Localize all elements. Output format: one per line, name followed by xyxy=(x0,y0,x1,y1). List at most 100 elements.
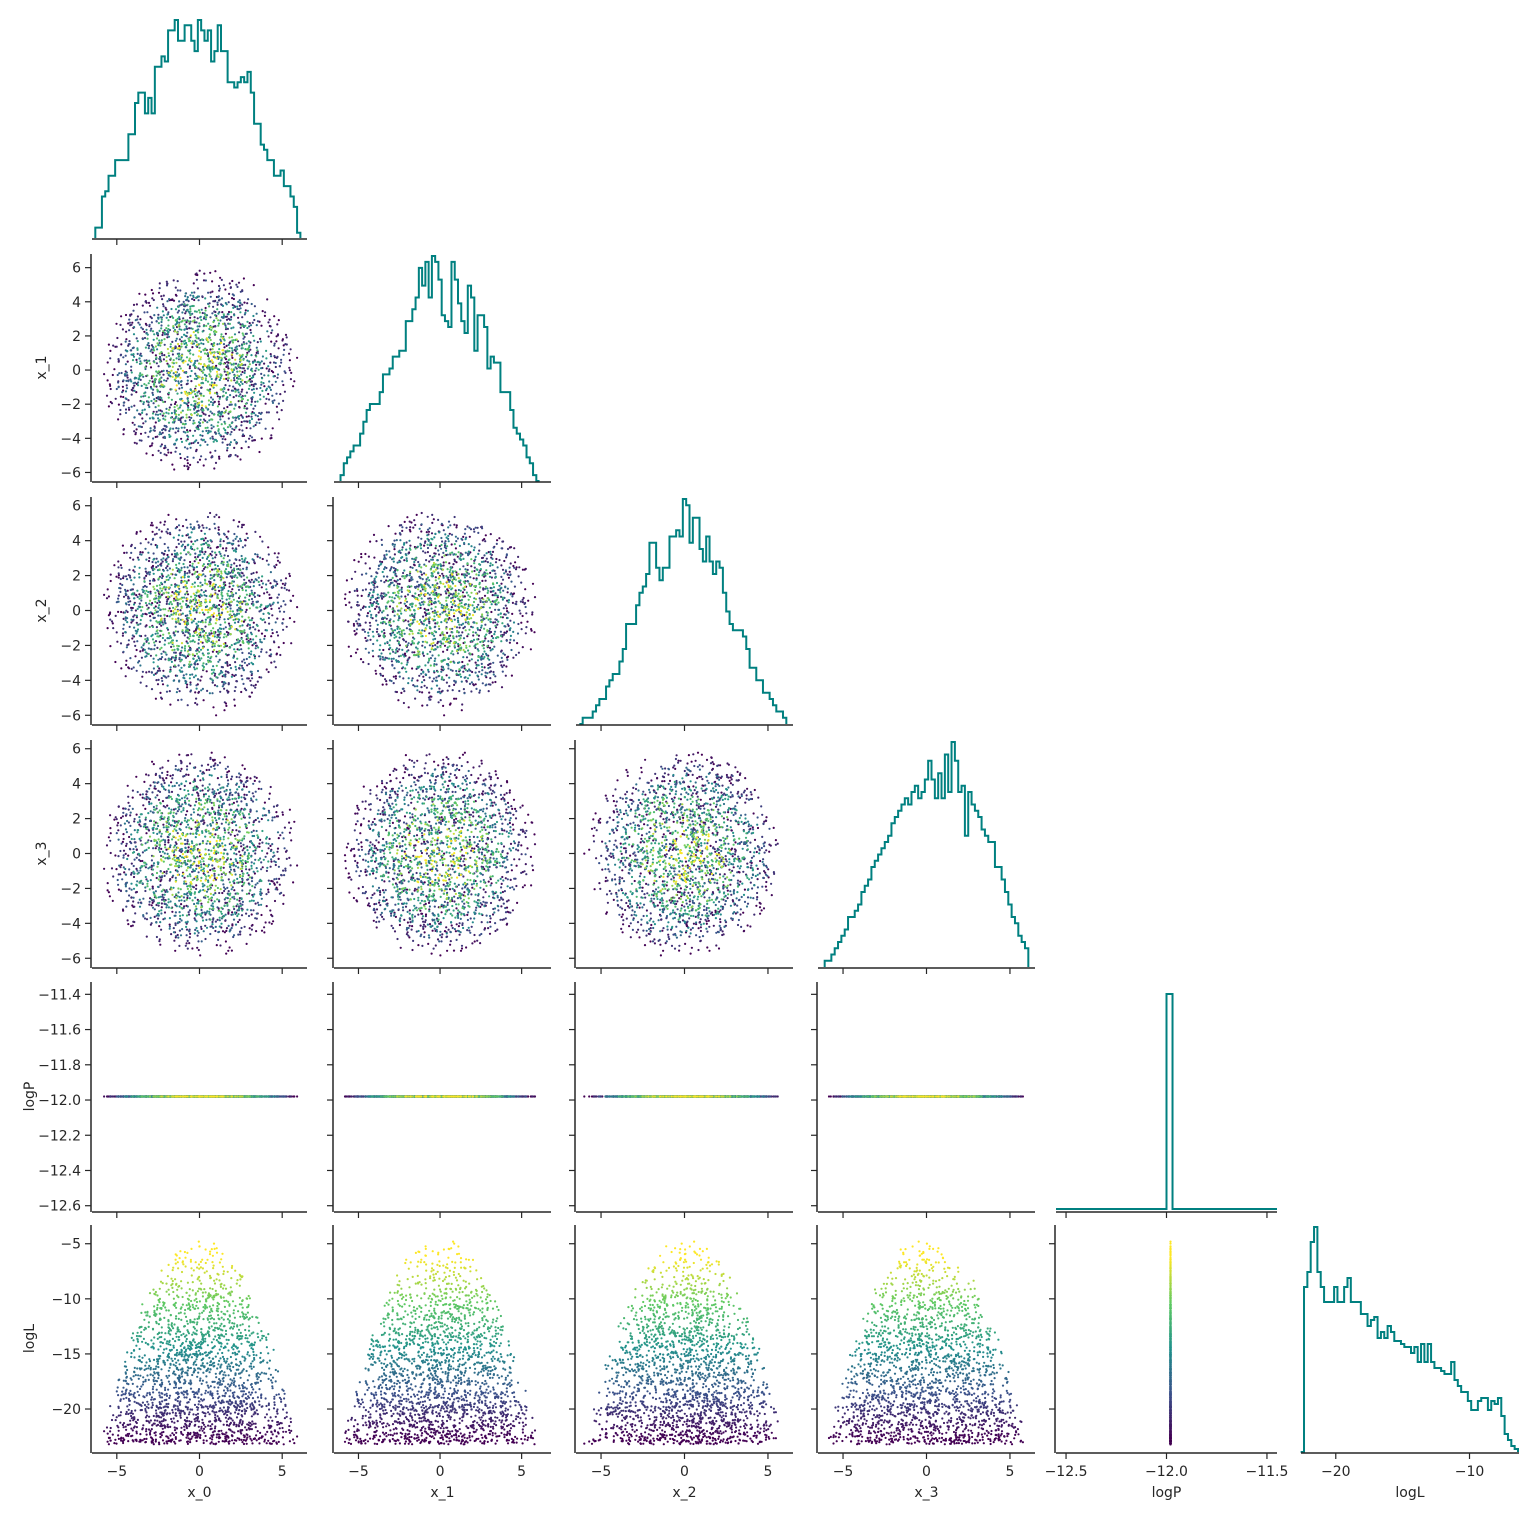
scatter-point xyxy=(192,634,195,638)
scatter-x_2-vs-x_0 xyxy=(103,511,299,717)
scatter-point xyxy=(183,328,186,331)
scatter-point xyxy=(199,418,202,421)
scatter-point xyxy=(167,319,170,322)
scatter-point xyxy=(229,410,232,413)
scatter-point xyxy=(255,644,258,647)
scatter-point xyxy=(260,367,263,370)
scatter-point xyxy=(172,613,175,616)
scatter-point xyxy=(159,445,162,448)
scatter-point xyxy=(515,603,518,606)
scatter-point xyxy=(276,373,280,376)
scatter-point xyxy=(140,395,143,398)
scatter-point xyxy=(240,648,243,651)
scatter-point xyxy=(220,555,223,558)
scatter-point xyxy=(237,417,241,420)
scatter-point xyxy=(446,648,449,652)
scatter-point xyxy=(161,431,164,434)
scatter-point xyxy=(177,353,180,356)
scatter-point xyxy=(111,622,114,625)
scatter-point xyxy=(206,408,209,411)
scatter-point xyxy=(231,297,234,300)
scatter-point xyxy=(135,442,138,445)
scatter-point xyxy=(437,701,440,704)
scatter-point xyxy=(207,652,210,655)
scatter-point xyxy=(182,580,185,583)
scatter-point xyxy=(119,590,122,594)
scatter-point xyxy=(219,545,222,548)
scatter-point xyxy=(118,372,121,375)
scatter-point xyxy=(265,651,268,654)
scatter-point xyxy=(161,354,164,357)
scatter-point xyxy=(182,674,185,677)
scatter-point xyxy=(231,615,234,619)
scatter-point xyxy=(276,556,279,559)
scatter-point xyxy=(362,628,365,631)
scatter-point xyxy=(163,400,167,403)
scatter-point xyxy=(195,310,198,313)
scatter-point xyxy=(489,533,492,536)
scatter-point xyxy=(260,324,263,327)
scatter-point xyxy=(491,681,494,684)
scatter-point xyxy=(276,601,280,604)
scatter-point xyxy=(247,647,250,650)
scatter-point xyxy=(170,572,173,576)
scatter-point xyxy=(245,532,248,535)
scatter-point xyxy=(150,288,153,292)
scatter-point xyxy=(171,340,174,343)
scatter-point xyxy=(212,706,215,709)
scatter-point xyxy=(250,572,253,576)
scatter-point xyxy=(232,396,235,399)
scatter-point xyxy=(505,665,508,668)
scatter-point xyxy=(231,303,234,307)
scatter-point xyxy=(206,543,209,547)
scatter-point xyxy=(230,582,233,585)
scatter-point xyxy=(137,321,140,324)
scatter-point xyxy=(225,373,228,376)
scatter-point xyxy=(487,640,490,643)
scatter-point xyxy=(194,570,197,574)
scatter-point xyxy=(481,682,484,685)
scatter-point xyxy=(161,636,164,640)
scatter-point xyxy=(174,371,177,374)
scatter-point xyxy=(224,429,227,432)
scatter-point xyxy=(230,625,233,628)
scatter-point xyxy=(219,632,222,635)
scatter-point xyxy=(170,594,173,597)
scatter-point xyxy=(200,589,203,592)
scatter-point xyxy=(138,605,142,608)
scatter-point xyxy=(160,617,163,620)
scatter-point xyxy=(166,528,169,531)
scatter-point xyxy=(249,679,252,682)
scatter-point xyxy=(201,524,204,527)
scatter-point xyxy=(125,379,128,382)
scatter-point xyxy=(117,610,120,614)
scatter-point xyxy=(194,402,197,406)
scatter-point xyxy=(272,601,275,604)
scatter-point xyxy=(177,570,180,573)
scatter-point xyxy=(292,594,295,597)
scatter-point xyxy=(219,418,222,421)
scatter-point xyxy=(267,563,270,566)
scatter-point xyxy=(240,420,243,424)
scatter-point xyxy=(221,603,224,607)
scatter-point xyxy=(202,418,206,421)
scatter-point xyxy=(222,674,225,677)
scatter-point xyxy=(222,390,225,393)
scatter-point xyxy=(154,377,157,381)
scatter-point xyxy=(400,590,403,594)
scatter-point xyxy=(250,400,253,403)
scatter-point xyxy=(228,646,231,649)
scatter-point xyxy=(196,287,199,290)
scatter-point xyxy=(138,374,141,377)
scatter-point xyxy=(259,640,262,643)
scatter-point xyxy=(147,647,150,650)
scatter-point xyxy=(475,667,478,670)
scatter-point xyxy=(163,621,166,624)
scatter-point xyxy=(270,661,273,664)
scatter-point xyxy=(183,303,186,306)
scatter-point xyxy=(148,571,152,574)
scatter-point xyxy=(163,520,167,523)
scatter-point xyxy=(156,435,159,438)
scatter-point xyxy=(243,407,246,410)
scatter-point xyxy=(129,588,132,592)
